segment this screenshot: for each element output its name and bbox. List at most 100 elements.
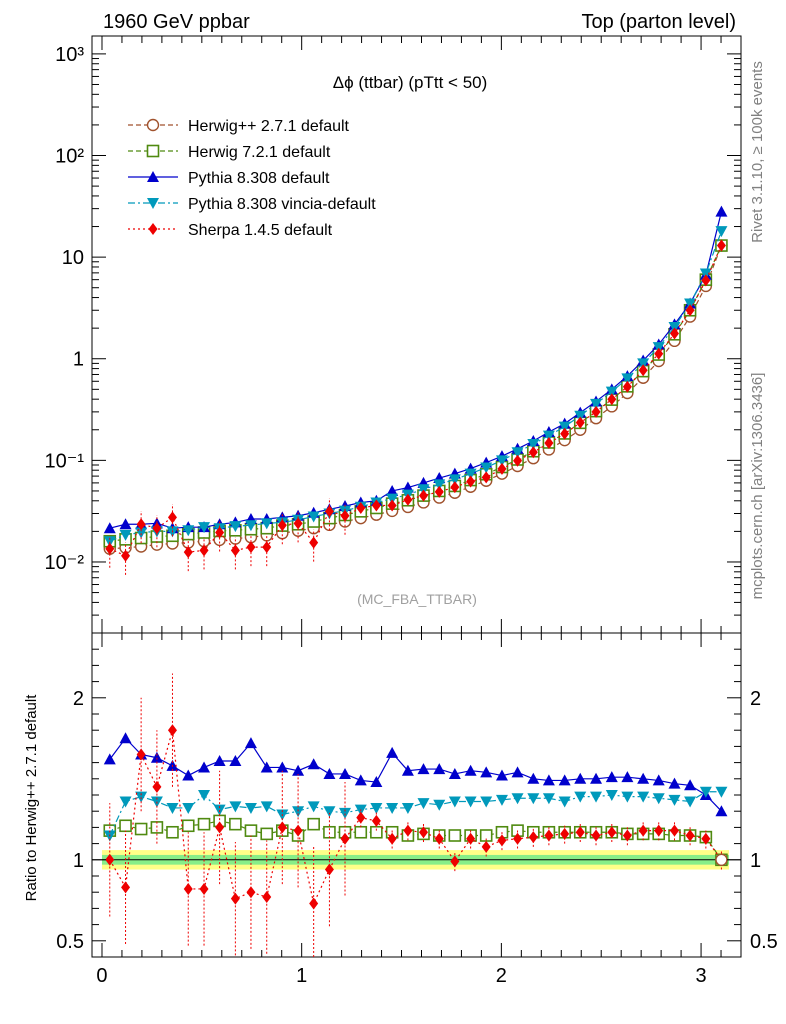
legend-marker — [146, 144, 160, 158]
main-data-point — [246, 541, 256, 554]
ratio-data-point — [371, 814, 381, 827]
main-data-point — [591, 405, 601, 418]
main-data-point — [309, 536, 319, 549]
ratio-series-line — [109, 791, 722, 836]
ratio-data-point — [244, 802, 257, 814]
ratio-uncertainty-bands — [92, 850, 741, 870]
ratio-data-point — [370, 776, 383, 788]
ratio-data-point — [309, 897, 319, 910]
ratio-data-point — [542, 774, 555, 786]
legend-label: Herwig++ 2.7.1 default — [188, 118, 350, 135]
legend-entry-herwig-7-2-1-default: Herwig 7.2.1 default — [128, 144, 331, 161]
ratio-data-point — [339, 767, 352, 779]
ratio-data-point — [464, 796, 477, 808]
main-data-point — [121, 549, 131, 562]
ratio-data-point — [591, 829, 601, 842]
main-data-point — [434, 485, 444, 498]
main-data-point — [230, 544, 240, 557]
main-data-point — [340, 509, 350, 522]
ratio-data-point — [229, 801, 242, 813]
main-data-point — [386, 484, 399, 496]
x-tick-label: 3 — [695, 965, 706, 987]
main-data-point — [495, 455, 508, 467]
ratio-data-point — [433, 799, 446, 811]
ratio-series-sherpa-1-4-5-default — [105, 673, 726, 957]
ratio-data-point — [121, 881, 131, 894]
main-data-point — [119, 529, 132, 541]
ratio-data-point — [215, 821, 225, 834]
main-data-point — [528, 446, 538, 459]
x-tick-label: 1 — [296, 965, 307, 987]
main-data-point — [371, 499, 381, 512]
ratio-data-point — [542, 793, 555, 805]
ratio-data-point — [497, 834, 507, 847]
x-tick-label: 0 — [96, 965, 107, 987]
ratio-data-point — [213, 754, 226, 766]
legend-marker — [147, 198, 159, 209]
main-data-point — [701, 274, 711, 287]
ratio-data-point — [198, 790, 211, 801]
ratio-data-point — [527, 772, 540, 784]
ratio-data-point — [386, 746, 399, 758]
ratio-series-group — [103, 673, 728, 957]
header-right: Top (parton level) — [581, 11, 736, 33]
main-data-point — [403, 493, 413, 506]
main-data-point — [574, 410, 587, 422]
ratio-data-point — [182, 769, 195, 781]
ratio-data-point — [244, 737, 257, 749]
ratio-data-point — [607, 826, 617, 839]
ratio-data-point — [715, 786, 728, 798]
x-tick-label: 2 — [496, 965, 507, 987]
ratio-data-point — [558, 774, 571, 786]
main-data-point — [136, 518, 146, 531]
main-data-point — [199, 544, 209, 557]
ratio-data-point — [715, 805, 728, 817]
main-y-tick-label: 1 — [73, 349, 84, 371]
rivet-label: Rivet 3.1.10, ≥ 100k events — [749, 61, 766, 243]
main-series-sherpa-1-4-5-default — [105, 239, 726, 575]
ratio-data-point — [527, 793, 540, 805]
main-data-point — [183, 546, 193, 559]
ratio-y-tick-label: 0.5 — [56, 931, 84, 953]
ratio-data-point — [715, 853, 728, 866]
main-series-line — [109, 230, 722, 542]
ratio-data-point — [339, 807, 352, 819]
main-data-point — [229, 521, 242, 533]
ratio-data-point — [401, 764, 414, 776]
ratio-series-line — [109, 730, 722, 906]
legend-label: Pythia 8.308 vincia-default — [188, 196, 376, 213]
main-y-tick-label: 10² — [55, 146, 84, 168]
ratio-data-point — [575, 826, 585, 839]
ratio-data-point — [481, 840, 491, 853]
ratio-data-point — [198, 761, 211, 773]
ratio-data-point — [685, 829, 695, 842]
plot-title: Δϕ (ttbar) (pTtt < 50) — [333, 73, 488, 92]
legend-entry-sherpa-1-4-5-default: Sherpa 1.4.5 default — [128, 222, 333, 239]
ratio-data-point — [513, 832, 523, 845]
legend: Herwig++ 2.7.1 default Herwig 7.2.1 defau… — [128, 118, 376, 239]
legend-entry-pythia-8-308-default: Pythia 8.308 default — [128, 170, 330, 187]
ratio-data-point — [386, 802, 399, 814]
main-data-point — [448, 474, 461, 486]
main-data-point — [481, 471, 491, 484]
main-series-line — [109, 211, 723, 529]
main-data-point — [260, 518, 273, 530]
ratio-data-point — [230, 892, 240, 905]
main-data-point — [244, 520, 257, 532]
ratio-data-point — [244, 824, 258, 837]
ratio-data-point — [699, 786, 712, 798]
main-data-point — [152, 522, 162, 535]
main-y-tick-label: 10³ — [55, 44, 84, 66]
main-data-point — [215, 526, 225, 539]
ratio-data-point — [448, 796, 461, 808]
ratio-data-point — [637, 791, 650, 803]
ratio-ylabel: Ratio to Herwig++ 2.7.1 default — [23, 694, 40, 902]
main-data-point — [542, 430, 555, 442]
ratio-data-point — [652, 774, 665, 786]
main-data-point — [575, 416, 585, 429]
ratio-data-point — [434, 832, 444, 845]
main-data-point — [105, 542, 115, 555]
main-y-tick-label: 10⁻² — [45, 552, 85, 574]
ratio-data-point — [480, 796, 493, 808]
ratio-data-point — [213, 804, 226, 816]
